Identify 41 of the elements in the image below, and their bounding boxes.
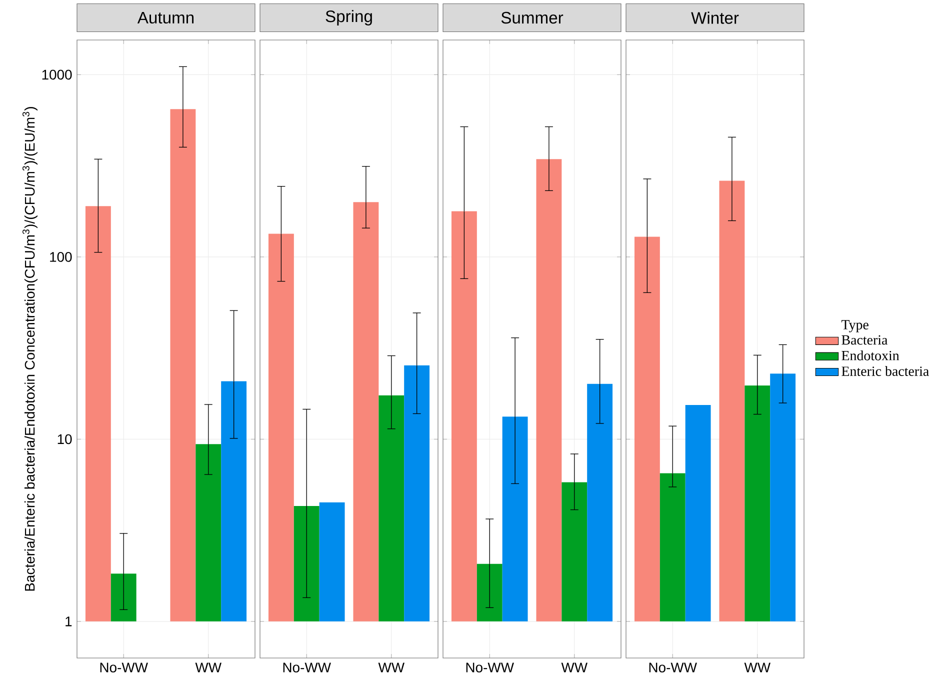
bar: [744, 386, 770, 622]
bar: [660, 473, 686, 622]
y-tick-label: 10: [58, 434, 72, 444]
bar: [719, 180, 745, 622]
chart-title: Autumn: [137, 12, 194, 24]
bar: [587, 384, 613, 622]
bar: [536, 159, 562, 622]
chart-title: Winter: [691, 12, 739, 24]
legend-label: Bacteria: [842, 335, 888, 345]
x-tick-label: WW: [744, 662, 770, 672]
chart-title: Summer: [501, 12, 564, 24]
bar: [85, 206, 111, 622]
legend-title: Type: [841, 320, 868, 332]
x-tick-label: No-WW: [466, 662, 514, 672]
y-tick-label: 100: [50, 252, 72, 262]
bar: [685, 405, 711, 622]
bar: [404, 365, 430, 622]
legend-label: Enteric bacteria: [842, 366, 929, 376]
bar: [353, 202, 379, 622]
x-tick-label: WW: [378, 662, 404, 672]
x-tick-label: No-WW: [100, 662, 148, 672]
y-axis-title: Bacteria/Enteric bacteria/Endotoxin Concentration(CFU/m$^{3}$)/(CFU/m$^{3}$)/(EU/m$^{3}$): [22, 107, 38, 591]
bar: [268, 234, 294, 622]
bar: [634, 236, 660, 622]
bar: [196, 444, 222, 622]
legend-label: Endotoxin: [842, 350, 900, 360]
bar: [170, 109, 196, 622]
bar: [502, 416, 528, 622]
y-tick-label: 1: [66, 616, 72, 626]
x-tick-label: WW: [561, 662, 588, 672]
bar: [770, 374, 796, 622]
x-tick-label: No-WW: [649, 662, 697, 672]
y-tick-label: 1000: [42, 70, 72, 80]
x-tick-label: No-WW: [283, 662, 331, 672]
bar: [562, 482, 588, 622]
x-tick-label: WW: [195, 662, 222, 672]
bar: [378, 395, 404, 622]
bar: [451, 211, 477, 622]
chart-title: Spring: [326, 10, 372, 26]
bar: [221, 381, 247, 622]
bar: [319, 502, 345, 622]
